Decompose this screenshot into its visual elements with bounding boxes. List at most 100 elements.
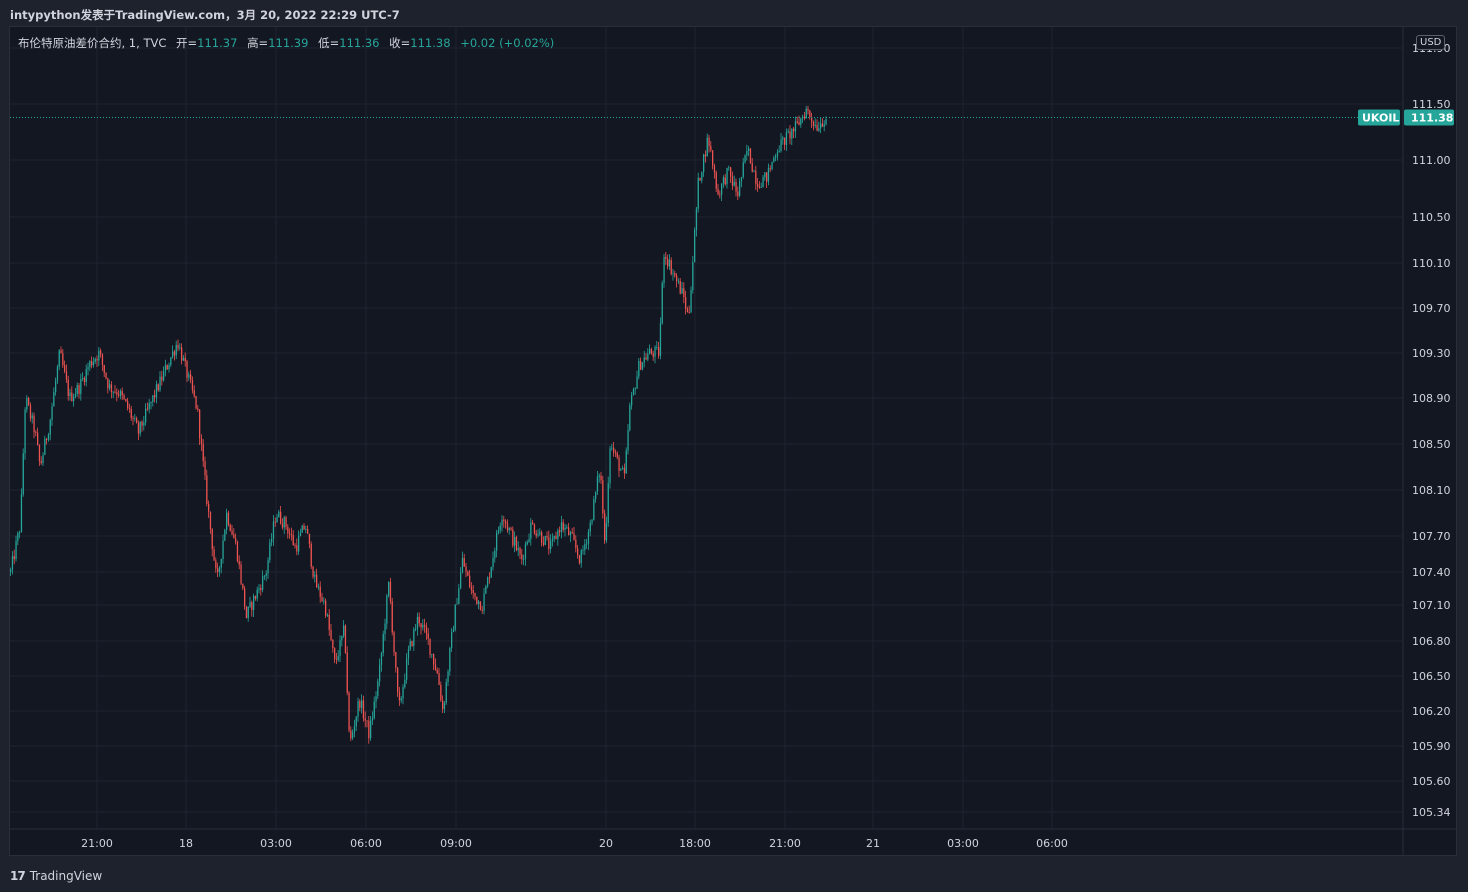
- candle-body: [262, 576, 264, 590]
- y-axis-tick-label: 110.50: [1412, 211, 1451, 224]
- legend-symbol[interactable]: 布伦特原油差价合约, 1, TVC: [18, 36, 167, 50]
- candle-body: [87, 367, 89, 370]
- candle-body: [242, 583, 244, 589]
- candle-body: [382, 634, 384, 653]
- candle-body: [818, 128, 820, 131]
- legend-close-value: 111.38: [410, 36, 451, 50]
- candle-body: [254, 596, 257, 599]
- candle-body: [796, 121, 798, 123]
- candle-body: [773, 158, 775, 162]
- candle-body: [605, 522, 608, 541]
- candle-body: [812, 121, 815, 126]
- candle-body: [515, 536, 518, 551]
- candle-body: [143, 422, 145, 426]
- candle-body: [717, 188, 719, 195]
- candle-body: [26, 398, 28, 410]
- candle-body: [92, 361, 95, 366]
- tradingview-logo[interactable]: 17 TradingView: [10, 868, 102, 884]
- candle-body: [211, 529, 213, 550]
- candle-body: [699, 177, 701, 181]
- candle-body: [467, 571, 469, 576]
- candle-body: [733, 181, 735, 186]
- candle-body: [411, 641, 413, 646]
- y-axis-tick-label: 106.80: [1412, 635, 1451, 648]
- candle-body: [667, 258, 669, 267]
- candle-body: [739, 181, 741, 196]
- publisher-text: intypython发表于TradingView.com，3月 20, 2022…: [10, 8, 400, 22]
- candle-body: [312, 566, 314, 577]
- candle-body: [418, 616, 420, 624]
- candle-body: [701, 172, 703, 181]
- candle-body: [578, 555, 581, 564]
- candle-body: [407, 649, 410, 659]
- candle-body: [229, 524, 231, 531]
- candle-body: [145, 408, 147, 423]
- candle-body: [109, 384, 111, 389]
- candle-body: [330, 629, 332, 640]
- candle-body: [62, 353, 64, 366]
- candle-body: [348, 692, 350, 731]
- currency-button[interactable]: USD: [1416, 35, 1446, 50]
- candle-body: [557, 530, 559, 539]
- y-axis-tick-label: 108.90: [1412, 392, 1451, 405]
- candle-body: [319, 586, 321, 597]
- candle-body: [119, 391, 122, 396]
- candle-body: [580, 550, 582, 564]
- candle-body: [722, 177, 725, 184]
- candle-body: [298, 536, 300, 552]
- candle-body: [260, 588, 262, 590]
- candle-body: [416, 616, 419, 629]
- candle-body: [553, 535, 555, 539]
- candle-body: [132, 417, 134, 419]
- candle-body: [343, 625, 345, 636]
- candle-body: [636, 376, 638, 389]
- candle-body: [784, 137, 786, 145]
- legend-open-value: 111.37: [197, 36, 238, 50]
- candle-body: [821, 123, 824, 127]
- candle-body: [632, 389, 635, 395]
- candle-body: [415, 628, 417, 630]
- candle-body: [598, 475, 600, 477]
- chart-frame[interactable]: [9, 26, 1457, 856]
- candle-body: [227, 512, 230, 525]
- candle-body: [55, 380, 57, 393]
- candle-body: [487, 577, 489, 587]
- candle-body: [141, 421, 143, 426]
- candle-body: [85, 369, 87, 382]
- candle-body: [737, 191, 739, 196]
- candle-body: [271, 538, 273, 543]
- candle-body: [656, 347, 658, 348]
- candle-body: [690, 290, 692, 313]
- candle-body: [591, 520, 593, 523]
- candle-body: [368, 720, 370, 739]
- candle-body: [429, 638, 431, 655]
- last-price-tag-symbol: UKOIL: [1362, 111, 1399, 124]
- candle-body: [746, 150, 748, 156]
- candle-body: [451, 631, 453, 648]
- x-axis-tick-label: 21:00: [769, 837, 801, 850]
- candle-body: [220, 558, 222, 568]
- candle-body: [724, 177, 726, 185]
- candle-body: [449, 647, 451, 672]
- candle-body: [278, 511, 280, 518]
- candle-body: [24, 409, 26, 454]
- tradingview-logo-icon: 17: [10, 869, 26, 883]
- candle-body: [289, 533, 291, 535]
- candle-body: [218, 567, 221, 572]
- candle-body: [751, 163, 753, 172]
- candle-body: [809, 110, 811, 117]
- candle-body: [217, 568, 219, 572]
- x-axis-tick-label: 21:00: [81, 837, 113, 850]
- candle-body: [677, 280, 680, 282]
- y-axis-tick-label: 111.50: [1412, 98, 1451, 111]
- candle-body: [56, 366, 59, 381]
- candle-body: [397, 667, 399, 693]
- candle-body: [811, 116, 813, 122]
- candle-body: [60, 350, 62, 354]
- candle-body: [767, 168, 770, 182]
- candle-body: [607, 483, 609, 523]
- candle-body: [548, 537, 550, 549]
- candle-body: [366, 720, 368, 722]
- candle-body: [625, 450, 627, 474]
